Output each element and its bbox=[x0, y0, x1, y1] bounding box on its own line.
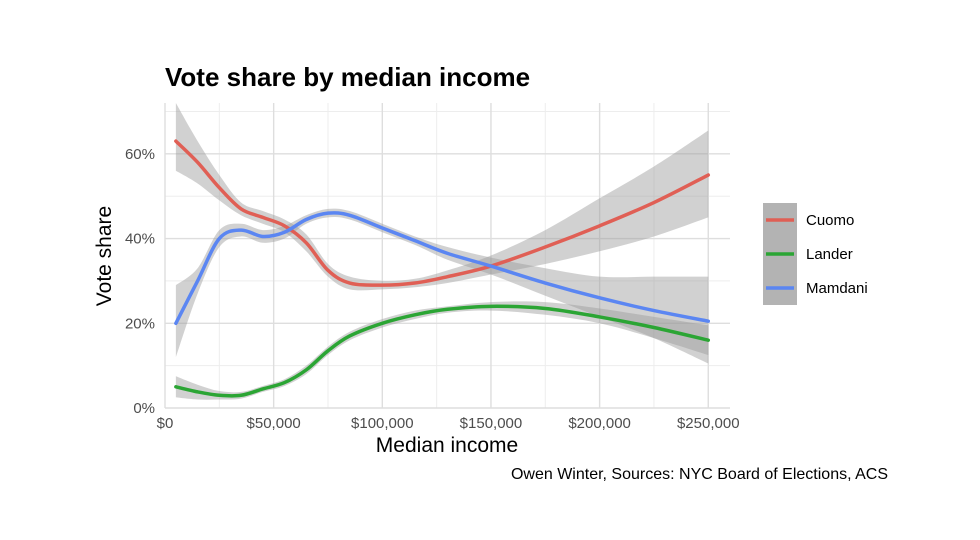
plot-panel bbox=[164, 103, 730, 409]
x-tick-label: $150,000 bbox=[460, 415, 523, 432]
y-tick-label: 40% bbox=[125, 231, 155, 248]
x-tick-label: $200,000 bbox=[568, 415, 631, 432]
x-tick-label: $50,000 bbox=[247, 415, 301, 432]
y-tick-label: 0% bbox=[133, 400, 155, 417]
ci-band-mamdani bbox=[175, 208, 709, 364]
legend-item-cuomo: Cuomo bbox=[763, 203, 854, 237]
legend-label: Lander bbox=[806, 246, 853, 263]
legend-label: Cuomo bbox=[806, 212, 854, 229]
x-tick-label: $250,000 bbox=[677, 415, 740, 432]
y-axis-title: Vote share bbox=[93, 206, 116, 306]
x-axis-ticks: $0 $50,000 $100,000 $150,000 $200,000 $250,00… bbox=[157, 415, 740, 432]
legend-item-lander: Lander bbox=[763, 237, 853, 271]
series-lines bbox=[174, 139, 711, 398]
legend: Cuomo Lander Mamdani bbox=[763, 203, 868, 305]
x-axis-title: Median income bbox=[376, 434, 518, 457]
legend-item-mamdani: Mamdani bbox=[763, 271, 868, 305]
x-tick-label: $100,000 bbox=[351, 415, 414, 432]
grid-major bbox=[164, 103, 730, 409]
legend-label: Mamdani bbox=[806, 280, 868, 297]
chart-caption: Owen Winter, Sources: NYC Board of Elect… bbox=[511, 466, 888, 483]
chart-title: Vote share by median income bbox=[165, 62, 530, 92]
y-tick-label: 60% bbox=[125, 146, 155, 163]
y-tick-label: 20% bbox=[125, 315, 155, 332]
series-line-mamdani bbox=[174, 211, 711, 326]
y-axis-ticks: 0% 20% 40% 60% bbox=[125, 146, 155, 417]
series-line-lander bbox=[174, 304, 711, 398]
x-tick-label: $0 bbox=[157, 415, 174, 432]
series-line-cuomo bbox=[174, 139, 711, 287]
